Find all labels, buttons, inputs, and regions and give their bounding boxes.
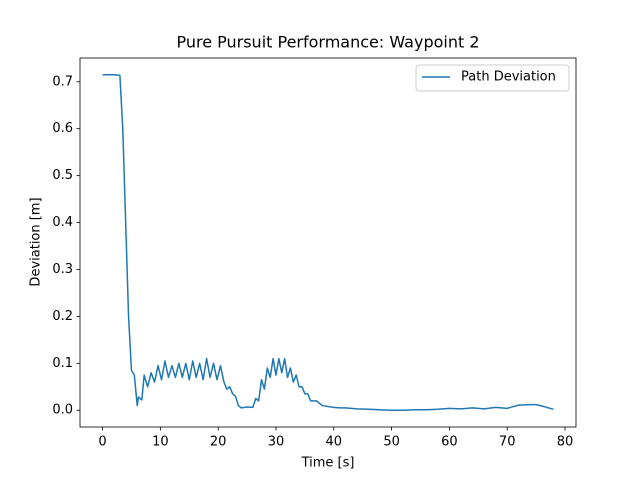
y-tick-label: 0.3 xyxy=(52,262,73,277)
x-tick-label: 20 xyxy=(210,435,227,450)
y-tick-label: 0.7 xyxy=(52,74,73,89)
chart-title: Pure Pursuit Performance: Waypoint 2 xyxy=(176,33,479,52)
y-tick-label: 0.6 xyxy=(52,121,73,136)
x-axis-label: Time [s] xyxy=(301,456,355,471)
axes-frame xyxy=(79,57,577,428)
y-tick-label: 0.1 xyxy=(52,356,73,371)
y-axis-label: Deviation [m] xyxy=(29,197,44,286)
x-tick-label: 70 xyxy=(499,435,516,450)
x-tick-label: 0 xyxy=(98,435,106,450)
x-tick-label: 40 xyxy=(326,435,343,450)
y-tick-label: 0.0 xyxy=(52,403,73,418)
x-tick-label: 60 xyxy=(441,435,458,450)
legend-box xyxy=(415,64,570,92)
y-tick-label: 0.5 xyxy=(52,168,73,183)
x-tick-label: 30 xyxy=(268,435,285,450)
x-tick-label: 50 xyxy=(383,435,400,450)
legend-label: Path Deviation xyxy=(461,70,556,85)
y-tick-label: 0.2 xyxy=(52,309,73,324)
y-tick-label: 0.4 xyxy=(52,215,73,230)
x-tick-label: 80 xyxy=(557,435,574,450)
x-tick-label: 10 xyxy=(152,435,169,450)
data-line xyxy=(102,74,554,411)
